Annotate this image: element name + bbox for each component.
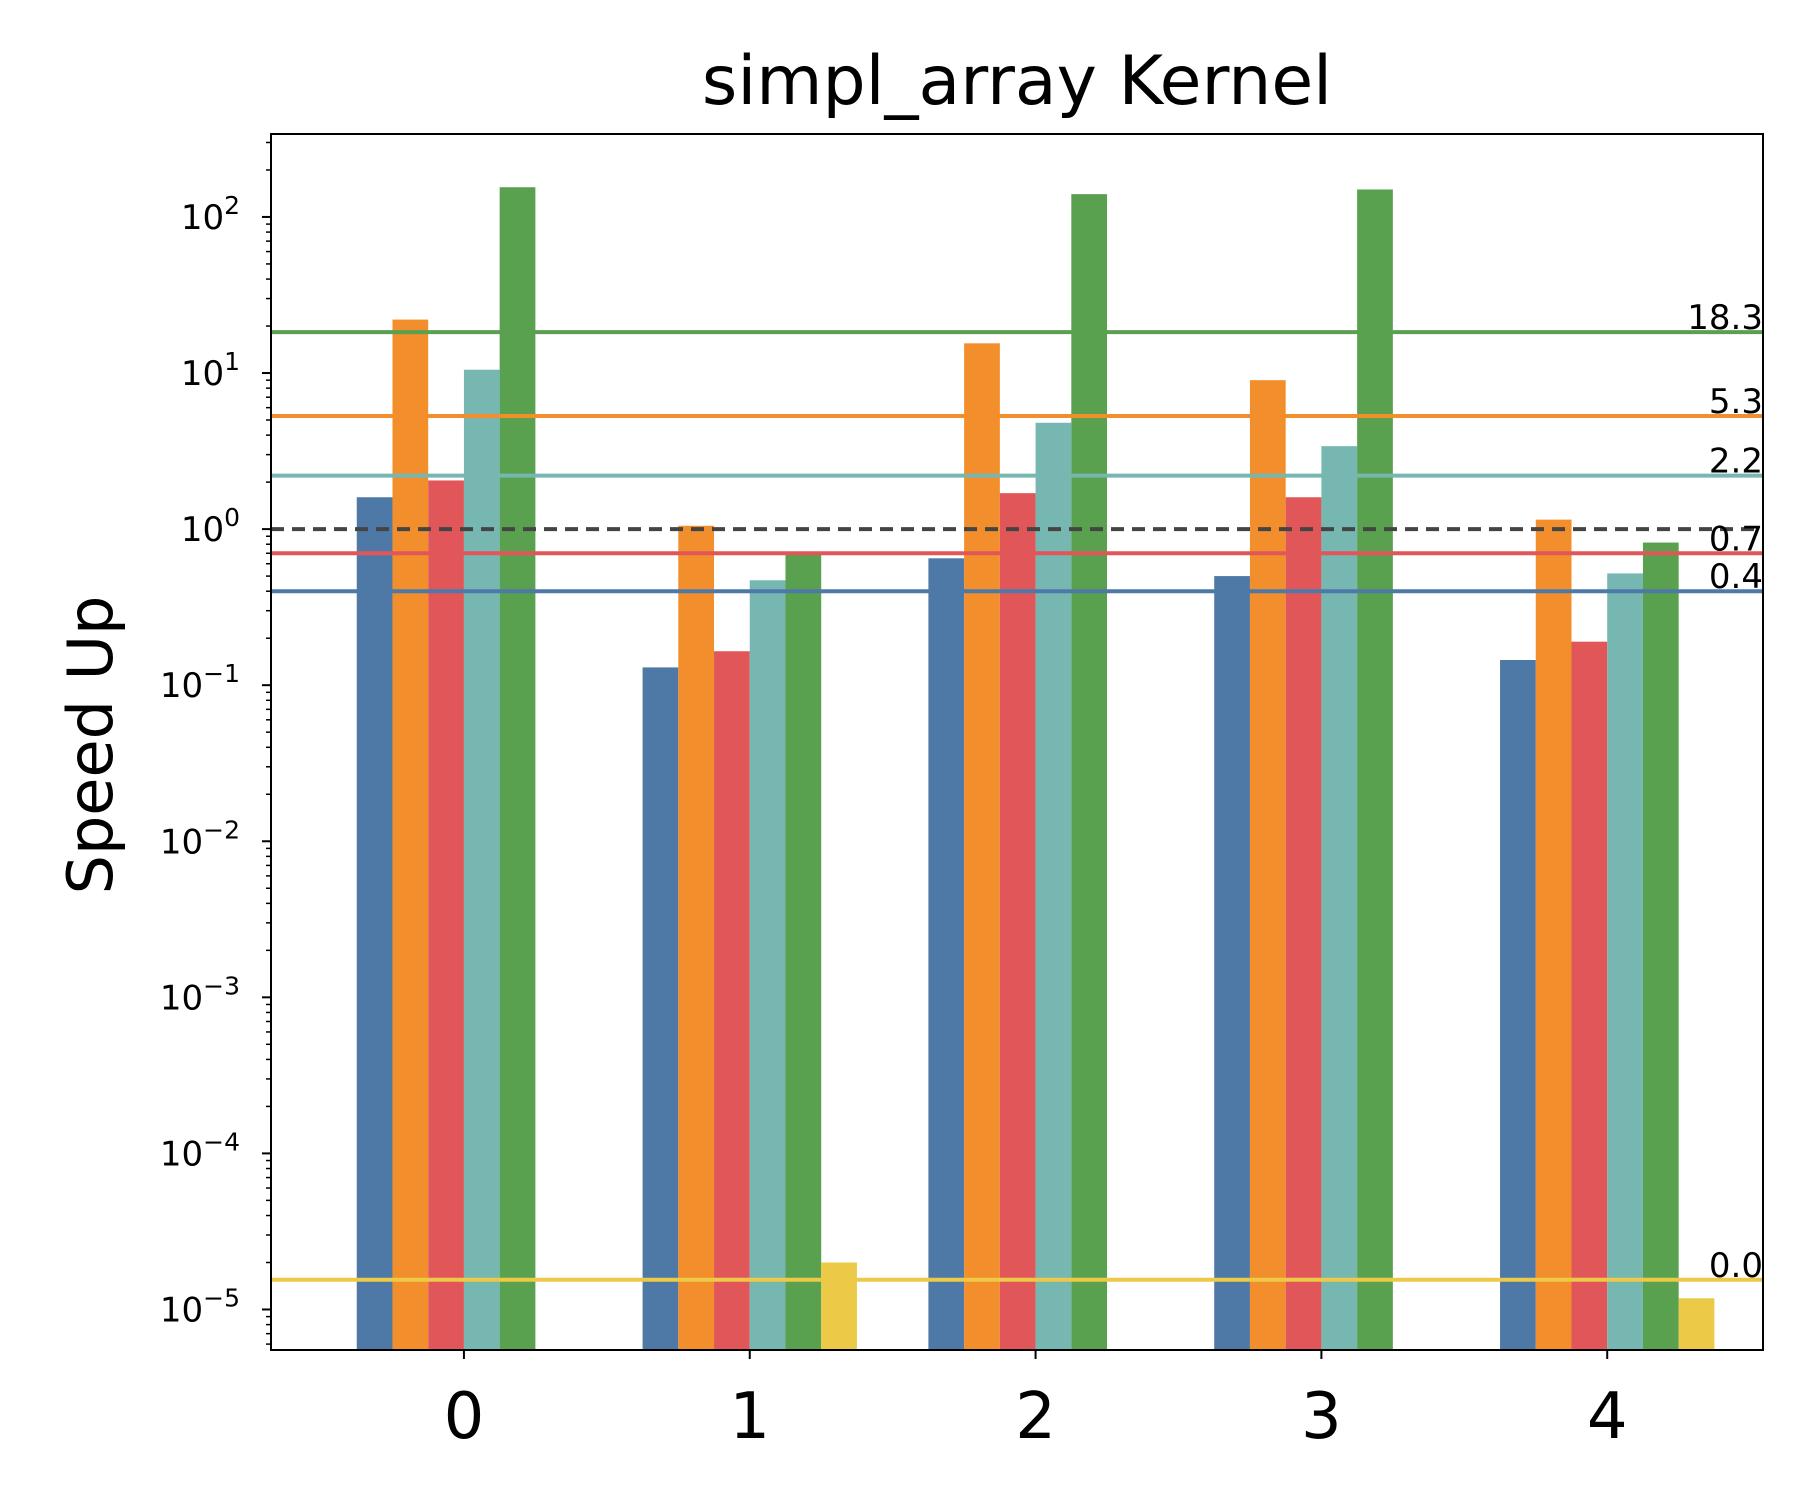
bar-series6-1 — [821, 1262, 857, 1350]
bar-series5-1 — [785, 553, 822, 1350]
bar-series4-1 — [749, 580, 786, 1350]
y-tick-exponent: −5 — [203, 1283, 240, 1312]
reference-label-0.7: 0.7 — [1709, 519, 1763, 559]
bar-series1-0 — [356, 497, 393, 1350]
y-tick-exponent: 2 — [224, 191, 240, 220]
bar-series4-0 — [463, 369, 500, 1350]
reference-label-18.3: 18.3 — [1687, 298, 1763, 338]
bar-series4-2 — [1035, 422, 1072, 1350]
y-tick-label: 10−4 — [160, 1127, 240, 1174]
x-tick-label-2: 2 — [1015, 1380, 1056, 1454]
reference-label-0.4: 0.4 — [1709, 557, 1763, 597]
y-tick-label: 10−5 — [160, 1283, 240, 1330]
bar-series3-4 — [1571, 641, 1608, 1350]
bar-series2-4 — [1535, 519, 1572, 1350]
bar-series3-0 — [428, 480, 464, 1350]
bar-series1-2 — [928, 558, 965, 1350]
bar-series4-3 — [1321, 446, 1358, 1350]
bar-series1-3 — [1214, 576, 1250, 1350]
bar-series5-2 — [1071, 194, 1108, 1351]
bar-series3-2 — [999, 493, 1036, 1351]
y-tick-exponent: −3 — [203, 971, 240, 1000]
bar-series2-0 — [392, 319, 429, 1351]
y-tick-exponent: −2 — [203, 815, 240, 844]
bar-series4-4 — [1607, 573, 1643, 1350]
bar-series1-4 — [1500, 659, 1536, 1350]
reference-lines — [271, 330, 1763, 1282]
plot-frame — [270, 133, 1764, 1351]
bar-series3-1 — [714, 651, 750, 1350]
bar-series5-0 — [499, 187, 536, 1350]
bar-series5-3 — [1357, 189, 1393, 1351]
reference-label-5.3: 5.3 — [1709, 382, 1763, 422]
x-tick-label-0: 0 — [444, 1380, 485, 1454]
y-tick-exponent: 1 — [224, 347, 240, 376]
y-tick-label: 10−2 — [160, 815, 240, 862]
chart-title: simpl_array Kernel — [702, 42, 1332, 121]
y-tick-exponent: −4 — [203, 1127, 240, 1156]
bar-series2-1 — [678, 525, 715, 1350]
bar-series1-1 — [642, 667, 679, 1350]
bar-series2-2 — [964, 343, 1000, 1350]
bar-series6-4 — [1678, 1298, 1715, 1350]
y-tick-label: 10−3 — [160, 971, 240, 1018]
x-tick-label-3: 3 — [1301, 1380, 1342, 1454]
x-tick-label-4: 4 — [1587, 1380, 1628, 1454]
reference-label-0.0: 0.0 — [1709, 1246, 1763, 1286]
y-axis-label: Speed Up — [54, 596, 127, 895]
y-tick-label: 100 — [181, 503, 240, 550]
y-tick-label: 102 — [181, 191, 240, 238]
bars — [356, 187, 1715, 1351]
y-tick-label: 10−1 — [160, 659, 240, 706]
y-tick-exponent: −1 — [203, 659, 240, 688]
y-tick-exponent: 0 — [224, 503, 240, 532]
bar-series3-3 — [1285, 497, 1322, 1350]
reference-label-2.2: 2.2 — [1709, 442, 1763, 482]
bar-series2-3 — [1249, 380, 1286, 1350]
y-tick-label: 101 — [181, 347, 240, 394]
x-tick-label-1: 1 — [729, 1380, 770, 1454]
reference-line-labels: 18.3 5.3 2.2 0.70.4 0.0 — [1687, 298, 1763, 1286]
bar-series5-4 — [1642, 542, 1679, 1350]
